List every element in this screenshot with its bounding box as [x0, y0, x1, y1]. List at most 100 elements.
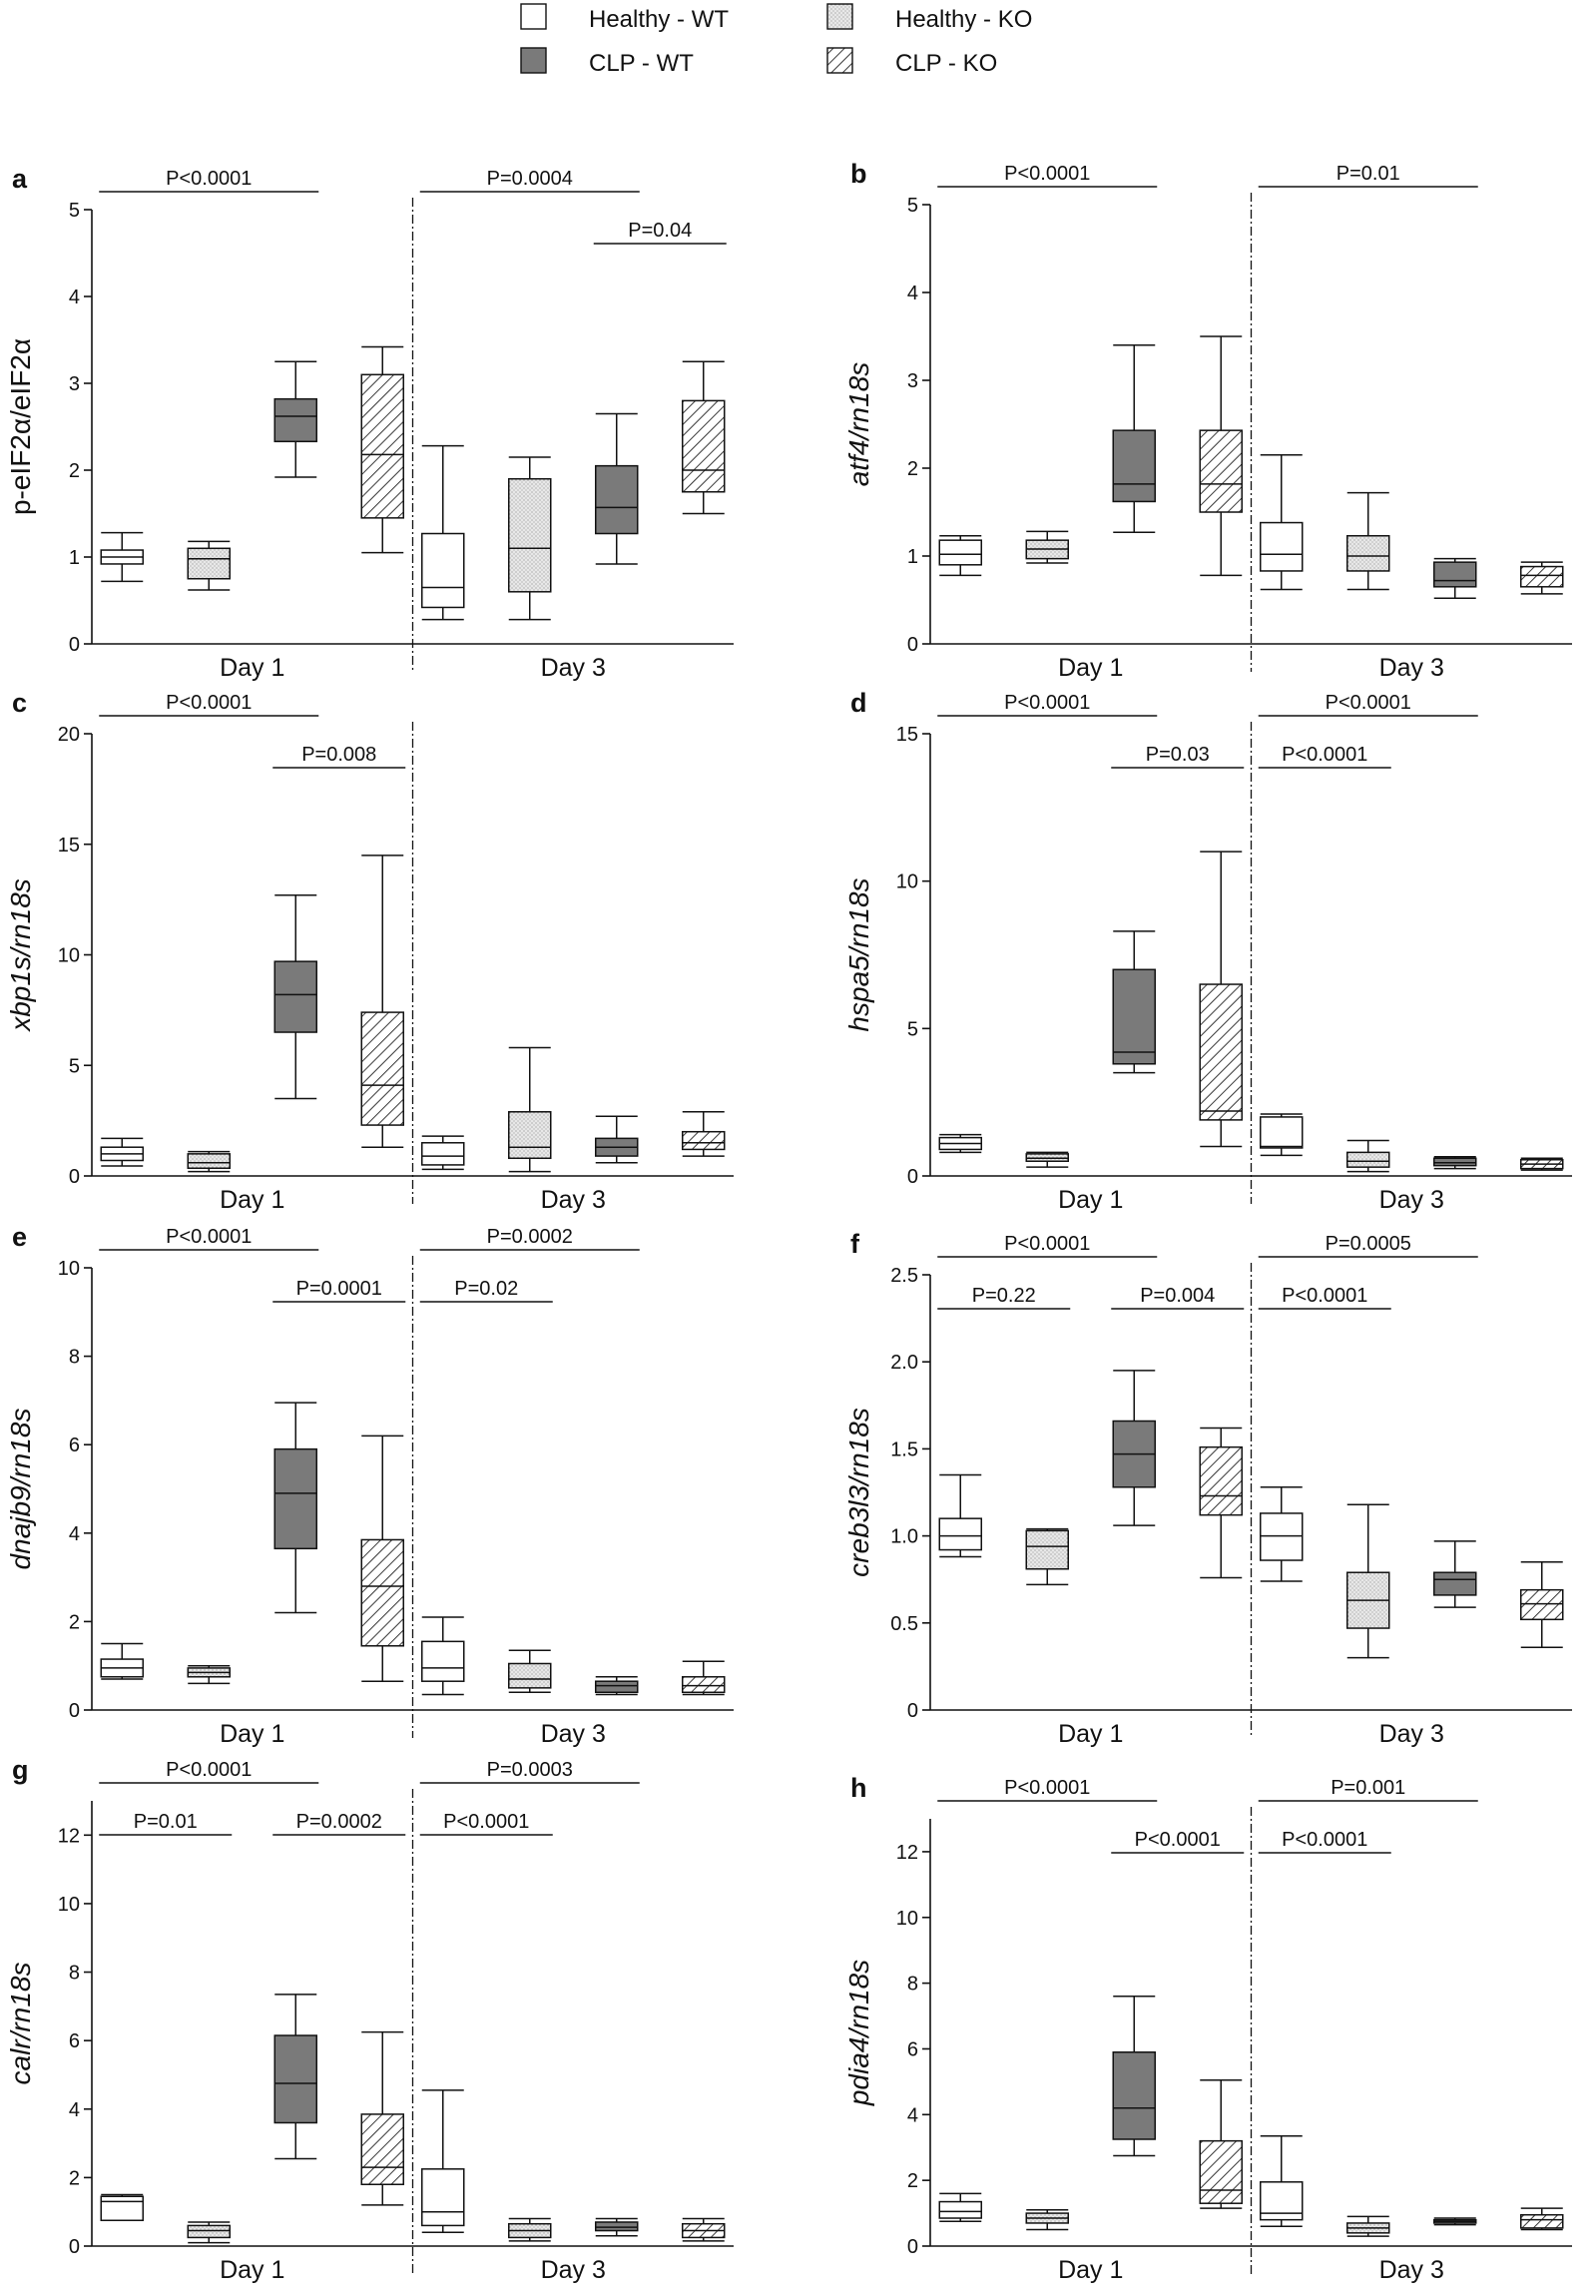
legend-swatch-healthy-wt	[520, 3, 547, 30]
panel-e-box-clp-ko-day1	[360, 1435, 404, 1682]
panel-g-y-tick-label: 2	[69, 2167, 80, 2189]
panel-f-box-clp-wt-day1	[1112, 1370, 1156, 1526]
panel-g-comparison-1: P<0.0001	[99, 1759, 319, 1784]
panel-e-box-clp-wt-day3	[595, 1676, 639, 1696]
panel-a-y-tick-label: 2	[69, 460, 80, 482]
panel-b-box-clp-wt-day1	[1112, 344, 1156, 533]
legend-item-clp-wt[interactable]: CLP - WT	[520, 47, 694, 77]
panel-g-y-tick-label: 0	[69, 2236, 80, 2258]
panel-g-y-tick-label: 12	[58, 1825, 80, 1847]
panel-c-box-healthy-ko-day1	[187, 1150, 231, 1173]
panel-c-box-healthy-wt-day3	[421, 1135, 465, 1171]
panel-d-comparison-1: P<0.0001	[937, 692, 1158, 717]
panel-d-comparison-2: P=0.03	[1111, 744, 1245, 769]
comparison-p-value: P<0.0001	[1282, 744, 1367, 766]
box-iqr	[508, 1111, 552, 1160]
panel-c-y-tick-label: 20	[58, 724, 80, 746]
panel-e-y-tick-label: 8	[69, 1347, 80, 1369]
panel-g-comparison-4: P=0.0003	[419, 1759, 640, 1784]
panel-h-comparison-2: P<0.0001	[1111, 1829, 1245, 1854]
legend-item-healthy-wt[interactable]: Healthy - WT	[520, 3, 729, 33]
panel-b-box-healthy-wt-day1	[938, 535, 982, 577]
comparison-p-value: P=0.02	[454, 1278, 518, 1300]
box-iqr	[1260, 1116, 1304, 1149]
legend: Healthy - WT Healthy - KO CLP - WT CLP -…	[520, 3, 1032, 77]
comparison-p-value: P<0.0001	[166, 168, 252, 190]
panel-g-box-healthy-ko-day1	[187, 2221, 231, 2244]
panel-d: d 0 5 10 15 hspa5/rn18s Day 1 Day 3 P<0.0001 P=0.…	[843, 688, 1572, 1214]
comparison-p-value: P=0.0003	[487, 1759, 573, 1781]
panel-g-comparison-3: P=0.0002	[272, 1811, 406, 1836]
legend-item-clp-ko[interactable]: CLP - KO	[826, 47, 997, 77]
box-iqr	[1520, 1588, 1564, 1621]
panel-g-y-label: calr/rn18s	[5, 1963, 36, 2085]
panel-g: g 0 2 4 6 8 10 12 calr/rn18s Day 1 Day 3 P<0.0001 P=…	[5, 1755, 734, 2284]
panel-g-box-clp-wt-day3	[595, 2217, 639, 2237]
panel-d-y-tick-label: 10	[896, 871, 918, 893]
box-iqr	[1346, 535, 1390, 572]
panel-e-y-tick-label: 4	[69, 1523, 80, 1545]
legend-item-healthy-ko[interactable]: Healthy - KO	[826, 3, 1032, 33]
panel-c-letter: c	[12, 688, 27, 718]
panel-g-y-tick-label: 6	[69, 2030, 80, 2052]
legend-swatch-clp-wt	[520, 47, 547, 74]
panel-b-y-tick-label: 0	[907, 634, 918, 656]
panel-h-y-tick-label: 12	[896, 1842, 918, 1864]
panel-a-letter: a	[12, 164, 28, 194]
panel-f-box-healthy-ko-day1	[1025, 1527, 1069, 1586]
panel-e-box-clp-wt-day1	[273, 1402, 317, 1614]
comparison-p-value: P=0.22	[972, 1285, 1036, 1307]
legend-label-clp-wt: CLP - WT	[589, 50, 694, 77]
panel-g-y-tick-label: 10	[58, 1894, 80, 1916]
comparison-p-value: P<0.0001	[1004, 692, 1090, 714]
comparison-p-value: P<0.0001	[166, 1759, 252, 1781]
panel-f-box-clp-wt-day3	[1433, 1540, 1477, 1608]
panel-b-y-tick-label: 1	[907, 546, 918, 568]
panel-f-comparison-4: P=0.0005	[1258, 1233, 1478, 1258]
panel-d-box-clp-wt-day3	[1433, 1156, 1477, 1170]
comparison-p-value: P=0.0001	[296, 1278, 382, 1300]
box-iqr	[360, 373, 404, 519]
comparison-p-value: P<0.0001	[1282, 1285, 1367, 1307]
box-iqr	[1199, 2139, 1243, 2204]
panel-b-box-healthy-ko-day1	[1025, 530, 1069, 564]
panel-f: f 0 0.5 1.0 1.5 2.0 2.5 creb3l3/rn18s Day 1 Day 3…	[843, 1229, 1572, 1748]
panel-f-box-clp-ko-day1	[1199, 1427, 1243, 1579]
box-iqr	[421, 2168, 465, 2227]
panel-a-y-label: p-eIF2α/eIF2α	[5, 338, 36, 515]
panel-g-box-clp-ko-day1	[360, 2030, 404, 2206]
panel-g-y-tick-label: 8	[69, 1963, 80, 1985]
panel-a-group-label-day1: Day 1	[220, 654, 284, 682]
panel-e-group-label-day3: Day 3	[541, 1720, 606, 1748]
legend-label-healthy-wt: Healthy - WT	[589, 6, 729, 33]
panel-g-letter: g	[12, 1755, 29, 1785]
panel-c-box-clp-ko-day1	[360, 855, 404, 1148]
box-iqr	[595, 1680, 639, 1694]
comparison-p-value: P<0.0001	[166, 692, 252, 714]
panel-c-group-label-day3: Day 3	[541, 1186, 606, 1214]
legend-swatch-clp-ko	[826, 47, 853, 74]
panel-e-y-label: dnajb9/rn18s	[5, 1409, 36, 1570]
panel-e-y-tick-label: 10	[58, 1258, 80, 1280]
panel-a-y-tick-label: 5	[69, 200, 80, 222]
panel-g-group-label-day3: Day 3	[541, 2256, 606, 2284]
panel-a-box-healthy-wt-day1	[100, 531, 144, 583]
box-iqr	[273, 2034, 317, 2124]
panel-h-y-tick-label: 0	[907, 2236, 918, 2258]
panel-f-letter: f	[850, 1229, 860, 1259]
panel-c-box-clp-wt-day3	[595, 1115, 639, 1164]
comparison-p-value: P=0.01	[1336, 163, 1400, 185]
panel-b-letter: b	[850, 159, 867, 189]
box-iqr	[1346, 1151, 1390, 1168]
panel-a: a 0 1 2 3 4 5 p-eIF2α/eIF2α Day 1 Day 3 P<0.0001 P=…	[5, 164, 734, 682]
panel-c-comparison-2: P=0.008	[272, 744, 406, 769]
panel-d-box-healthy-wt-day1	[938, 1133, 982, 1154]
panel-d-y-label: hspa5/rn18s	[843, 877, 874, 1031]
panel-c-box-healthy-wt-day1	[100, 1137, 144, 1167]
box-iqr	[1199, 983, 1243, 1121]
panel-h-y-tick-label: 8	[907, 1974, 918, 1996]
comparison-p-value: P=0.03	[1146, 744, 1210, 766]
box-iqr	[187, 1153, 231, 1169]
panel-b-box-healthy-wt-day3	[1260, 454, 1304, 591]
